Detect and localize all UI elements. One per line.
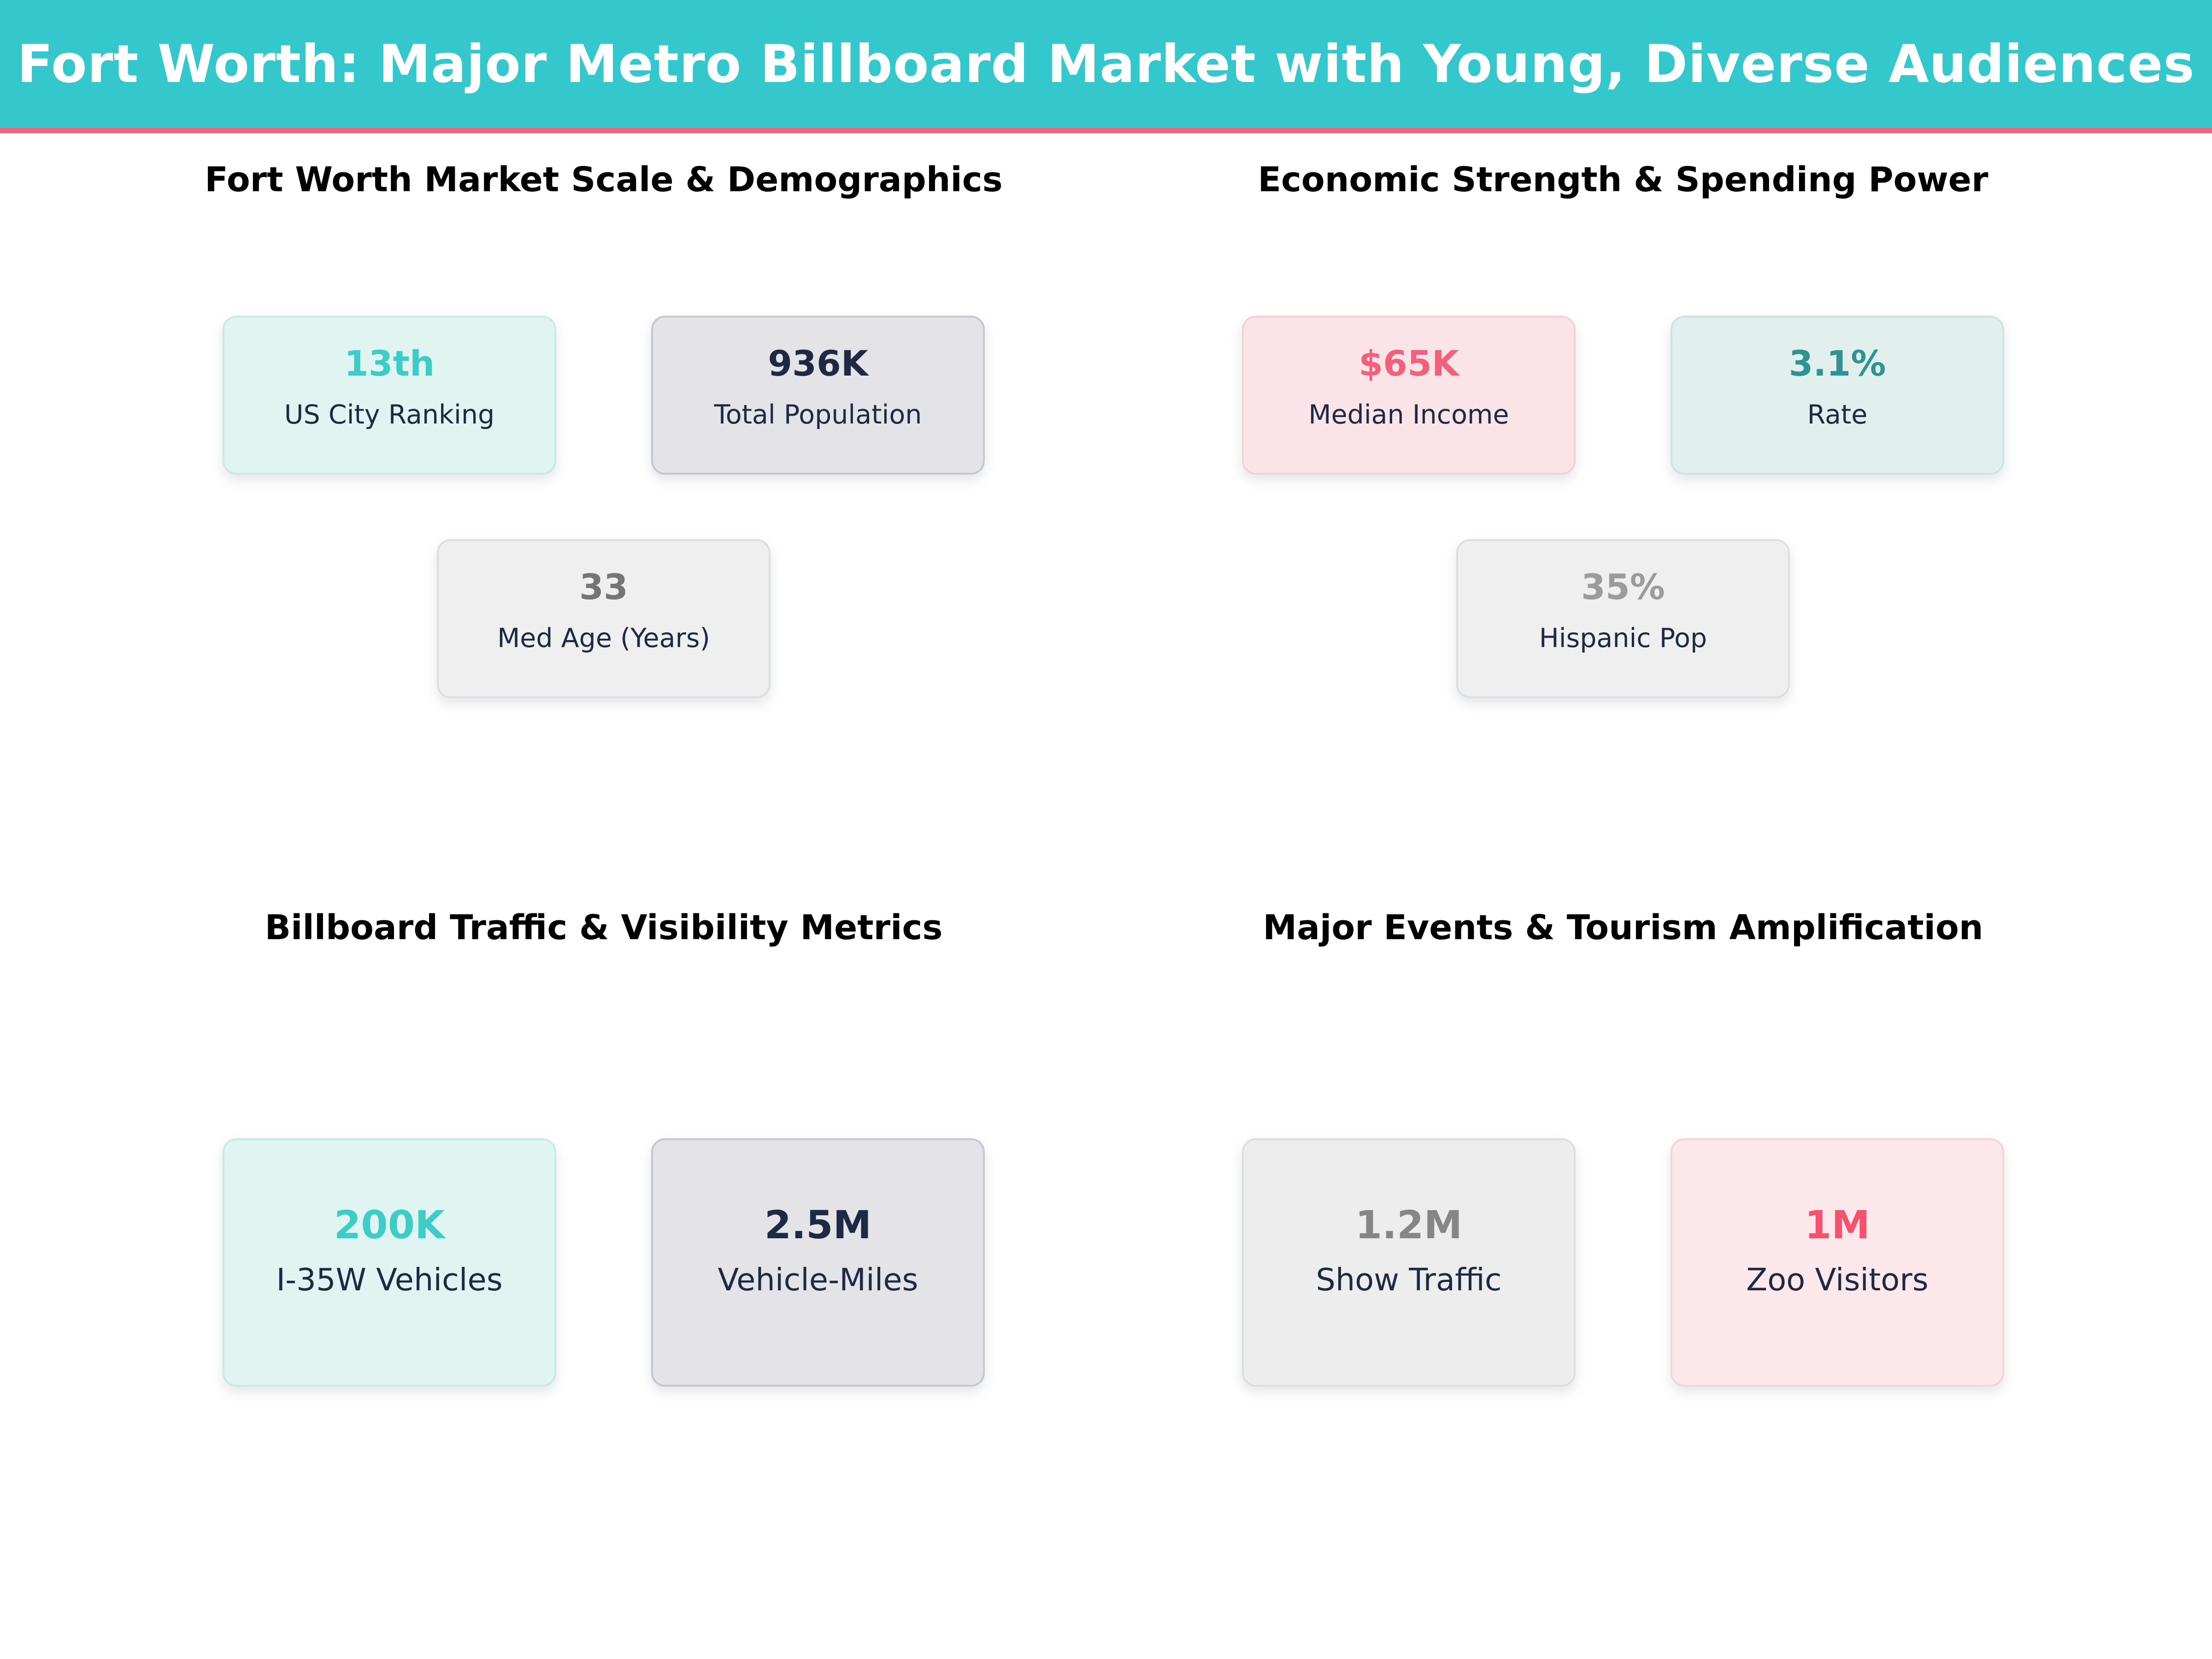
stat-label: Med Age (Years) bbox=[497, 623, 710, 653]
section-events-tourism: Major Events & Tourism Amplification 1.2… bbox=[1125, 900, 2121, 1453]
stat-card-vehicle-miles: 2.5M Vehicle-Miles bbox=[651, 1138, 985, 1387]
page-title: Fort Worth: Major Metro Billboard Market… bbox=[17, 34, 2195, 94]
stat-card-i35w-vehicles: 200K I-35W Vehicles bbox=[223, 1138, 556, 1387]
cards-row: 33 Med Age (Years) bbox=[106, 539, 1101, 698]
stat-value: 13th bbox=[344, 343, 435, 384]
stat-value: 3.1% bbox=[1788, 343, 1886, 384]
stat-card-us-city-ranking: 13th US City Ranking bbox=[223, 316, 556, 475]
stat-card-hispanic-pop: 35% Hispanic Pop bbox=[1456, 539, 1790, 698]
stat-label: I-35W Vehicles bbox=[276, 1262, 503, 1298]
stat-card-median-income: $65K Median Income bbox=[1242, 316, 1576, 475]
stat-value: 200K bbox=[334, 1202, 445, 1247]
section-title-events-tourism: Major Events & Tourism Amplification bbox=[1263, 908, 1983, 947]
stat-label: US City Ranking bbox=[284, 400, 495, 430]
header-banner: Fort Worth: Major Metro Billboard Market… bbox=[0, 0, 2212, 128]
section-title-economic-strength: Economic Strength & Spending Power bbox=[1258, 160, 1988, 200]
stat-card-zoo-visitors: 1M Zoo Visitors bbox=[1671, 1138, 2004, 1387]
stat-card-median-age: 33 Med Age (Years) bbox=[437, 539, 771, 698]
stat-label: Hispanic Pop bbox=[1539, 623, 1707, 653]
section-title-market-scale: Fort Worth Market Scale & Demographics bbox=[205, 160, 1003, 200]
stat-card-show-traffic: 1.2M Show Traffic bbox=[1242, 1138, 1576, 1387]
section-economic-strength: Economic Strength & Spending Power $65K … bbox=[1125, 152, 2121, 751]
stat-value: $65K bbox=[1359, 343, 1459, 384]
cards-row: 200K I-35W Vehicles 2.5M Vehicle-Miles bbox=[106, 1138, 1101, 1387]
stat-value: 2.5M bbox=[764, 1202, 872, 1247]
stat-label: Show Traffic bbox=[1316, 1262, 1502, 1298]
stat-value: 1M bbox=[1804, 1202, 1871, 1247]
stat-label: Zoo Visitors bbox=[1746, 1262, 1929, 1298]
header-accent-bar bbox=[0, 128, 2212, 133]
stat-card-rate: 3.1% Rate bbox=[1671, 316, 2004, 475]
cards-row: 1.2M Show Traffic 1M Zoo Visitors bbox=[1125, 1138, 2121, 1387]
cards-row: 35% Hispanic Pop bbox=[1125, 539, 2121, 698]
section-market-scale: Fort Worth Market Scale & Demographics 1… bbox=[106, 152, 1101, 751]
cards-row: $65K Median Income 3.1% Rate bbox=[1125, 316, 2121, 475]
stat-card-total-population: 936K Total Population bbox=[651, 316, 985, 475]
stat-label: Rate bbox=[1807, 400, 1868, 430]
stat-label: Total Population bbox=[714, 400, 922, 430]
stat-label: Median Income bbox=[1308, 400, 1509, 430]
section-title-billboard-traffic: Billboard Traffic & Visibility Metrics bbox=[265, 908, 943, 947]
stat-value: 35% bbox=[1581, 566, 1665, 607]
section-billboard-traffic: Billboard Traffic & Visibility Metrics 2… bbox=[106, 900, 1101, 1453]
stat-value: 33 bbox=[579, 566, 628, 607]
stat-label: Vehicle-Miles bbox=[718, 1262, 918, 1298]
stat-value: 936K bbox=[768, 343, 868, 384]
stat-value: 1.2M bbox=[1355, 1202, 1463, 1247]
cards-row: 13th US City Ranking 936K Total Populati… bbox=[106, 316, 1101, 475]
